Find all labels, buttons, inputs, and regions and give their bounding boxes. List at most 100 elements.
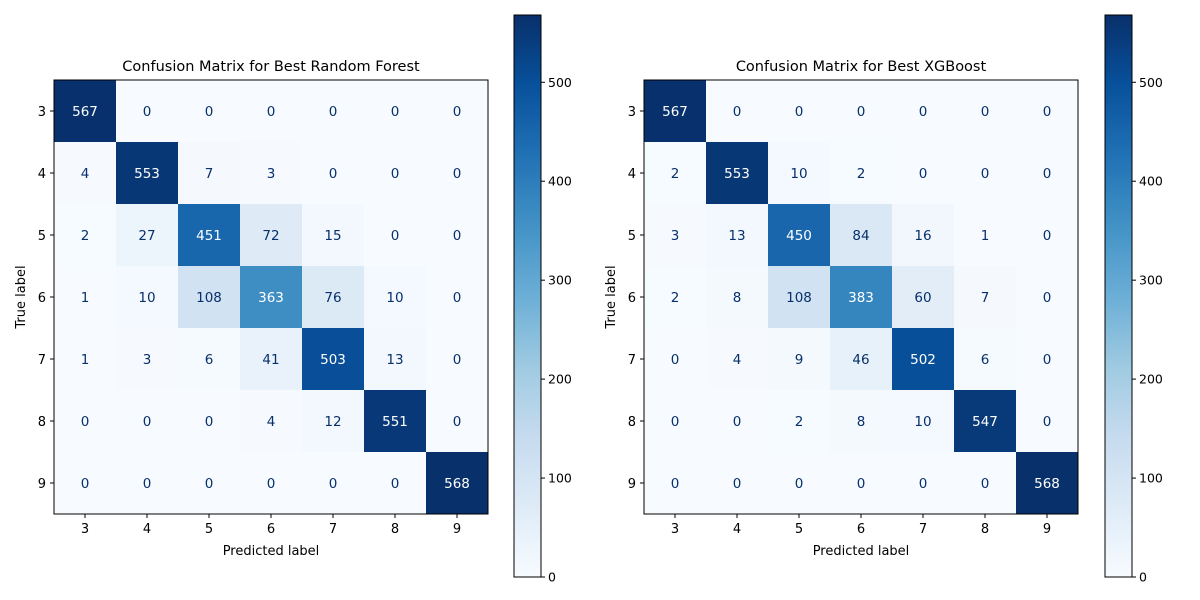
cell-value-label: 0 [453, 228, 462, 244]
cell-value-label: 0 [1043, 290, 1052, 306]
heatmap-cell [240, 452, 303, 515]
cell-value-label: 108 [786, 290, 812, 306]
cell-value-label: 9 [795, 352, 804, 368]
colorbar-tick-label: 0 [1139, 570, 1147, 585]
heatmap-cell [54, 328, 117, 391]
heatmap-cell [116, 142, 179, 205]
cell-value-label: 3 [143, 352, 152, 368]
heatmap-cell [892, 452, 955, 515]
cell-value-label: 0 [981, 476, 990, 492]
heatmap-cell [116, 328, 179, 391]
colorbar-tick-label: 200 [1139, 372, 1163, 387]
cell-value-label: 0 [981, 166, 990, 182]
heatmap-cell [768, 204, 831, 267]
colorbar-tick-label: 300 [1139, 273, 1163, 288]
heatmap-cell [426, 390, 489, 453]
cell-value-label: 0 [1043, 166, 1052, 182]
cell-value-label: 0 [671, 352, 680, 368]
heatmap-cell [302, 204, 365, 267]
cell-value-label: 0 [329, 104, 338, 120]
cell-value-label: 0 [81, 476, 90, 492]
cell-value-label: 7 [981, 290, 990, 306]
cell-value-label: 7 [205, 166, 214, 182]
heatmap-cell [830, 266, 893, 329]
heatmap-cell [364, 204, 427, 267]
heatmap-cell [892, 266, 955, 329]
cell-value-label: 84 [852, 228, 869, 244]
heatmap-cell [240, 328, 303, 391]
heatmap-cell [116, 266, 179, 329]
heatmap-cell [364, 80, 427, 143]
cell-value-label: 0 [205, 104, 214, 120]
heatmap-cell [426, 266, 489, 329]
cell-value-label: 0 [453, 352, 462, 368]
heatmap-cell [768, 266, 831, 329]
heatmap-cell [768, 328, 831, 391]
colorbar-tick-label: 300 [548, 273, 572, 288]
heatmap-cell [364, 390, 427, 453]
heatmap-cell [302, 390, 365, 453]
heatmap-cell [706, 204, 769, 267]
cell-value-label: 0 [329, 166, 338, 182]
y-tick-label: 4 [628, 167, 636, 182]
heatmap-cell [302, 80, 365, 143]
colorbar-tick-label: 100 [1139, 471, 1163, 486]
heatmap-cell [240, 142, 303, 205]
heatmap-cell [116, 204, 179, 267]
y-tick-label: 9 [38, 477, 46, 492]
x-tick-label: 8 [981, 522, 989, 537]
heatmap-cell [954, 204, 1017, 267]
cell-value-label: 8 [857, 414, 866, 430]
heatmap-cell [54, 390, 117, 453]
cell-value-label: 4 [267, 414, 276, 430]
cell-value-label: 2 [857, 166, 866, 182]
cell-value-label: 0 [733, 414, 742, 430]
y-tick-label: 5 [628, 229, 636, 244]
heatmap-cell [830, 142, 893, 205]
heatmap-cell [178, 266, 241, 329]
x-tick-label: 9 [453, 522, 461, 537]
x-axis-label: Predicted label [813, 544, 910, 559]
cell-value-label: 16 [914, 228, 931, 244]
heatmap-cell [892, 390, 955, 453]
heatmap-cell [426, 328, 489, 391]
cell-value-label: 46 [852, 352, 869, 368]
y-tick-label: 6 [628, 291, 636, 306]
heatmap-cell [178, 142, 241, 205]
heatmap-cell [954, 266, 1017, 329]
heatmap-cell [830, 328, 893, 391]
cell-value-label: 0 [453, 414, 462, 430]
heatmap-cell [178, 204, 241, 267]
y-tick-label: 4 [38, 167, 46, 182]
colorbar: 0 100 200 300 400 500 [1104, 14, 1163, 585]
y-tick-label: 3 [628, 105, 636, 120]
x-tick-label: 4 [733, 522, 741, 537]
cell-value-label: 503 [320, 352, 346, 368]
heatmap-cell [892, 204, 955, 267]
cell-value-label: 0 [733, 104, 742, 120]
heatmap-cell [116, 452, 179, 515]
cell-value-label: 0 [919, 166, 928, 182]
cell-value-label: 10 [386, 290, 403, 306]
cell-value-label: 0 [1043, 414, 1052, 430]
cell-value-label: 0 [1043, 104, 1052, 120]
x-tick-label: 3 [671, 522, 679, 537]
cell-value-label: 1 [81, 290, 90, 306]
cell-value-label: 0 [453, 104, 462, 120]
heatmap-cell [240, 204, 303, 267]
heatmap-cell [426, 80, 489, 143]
heatmap-cell [1016, 266, 1079, 329]
heatmap-cell [1016, 204, 1079, 267]
heatmap-cell [1016, 142, 1079, 205]
cell-value-label: 451 [196, 228, 222, 244]
cell-value-label: 0 [391, 228, 400, 244]
y-axis-label: True label [604, 265, 619, 329]
cell-value-label: 0 [391, 166, 400, 182]
y-tick-label: 8 [628, 415, 636, 430]
cell-value-label: 4 [81, 166, 90, 182]
heatmap-cell [426, 142, 489, 205]
heatmap-cell [892, 142, 955, 205]
cell-value-label: 0 [981, 104, 990, 120]
colorbar-tick-label: 500 [548, 75, 572, 90]
